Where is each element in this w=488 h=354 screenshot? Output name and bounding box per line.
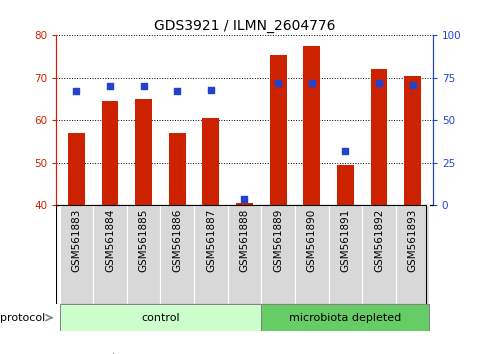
FancyBboxPatch shape [362, 205, 395, 304]
FancyBboxPatch shape [328, 205, 362, 304]
Text: count: count [85, 353, 117, 354]
FancyBboxPatch shape [160, 205, 194, 304]
Text: GSM561887: GSM561887 [205, 208, 215, 272]
Point [72, 88, 80, 94]
Bar [202, 118, 219, 205]
Point [106, 84, 114, 89]
Title: GDS3921 / ILMN_2604776: GDS3921 / ILMN_2604776 [153, 19, 335, 33]
Point [274, 80, 282, 86]
Text: GSM561889: GSM561889 [273, 208, 283, 272]
Point [240, 196, 248, 201]
FancyBboxPatch shape [294, 205, 328, 304]
Bar [336, 165, 353, 205]
Point [408, 82, 416, 87]
Point [173, 88, 181, 94]
Text: GSM561883: GSM561883 [71, 208, 81, 272]
Bar [269, 55, 286, 205]
Text: microbiota depleted: microbiota depleted [288, 313, 401, 323]
Bar [168, 133, 185, 205]
Text: GSM561884: GSM561884 [105, 208, 115, 272]
FancyBboxPatch shape [227, 205, 261, 304]
Bar [102, 101, 118, 205]
Text: GSM561885: GSM561885 [139, 208, 148, 272]
FancyBboxPatch shape [261, 205, 294, 304]
Text: GSM561893: GSM561893 [407, 208, 417, 272]
Text: GSM561891: GSM561891 [340, 208, 349, 272]
FancyBboxPatch shape [194, 205, 227, 304]
Bar [370, 69, 386, 205]
Bar [236, 203, 252, 205]
Text: GSM561888: GSM561888 [239, 208, 249, 272]
Bar [60, 304, 261, 331]
Text: GSM561892: GSM561892 [373, 208, 383, 272]
Bar [261, 304, 428, 331]
Text: GSM561886: GSM561886 [172, 208, 182, 272]
Point [307, 80, 315, 86]
FancyBboxPatch shape [93, 205, 126, 304]
Point [206, 87, 214, 93]
Point [341, 148, 348, 154]
Point [140, 84, 147, 89]
FancyBboxPatch shape [395, 205, 428, 304]
Text: GSM561890: GSM561890 [306, 208, 316, 272]
FancyBboxPatch shape [60, 205, 93, 304]
Text: protocol: protocol [0, 313, 52, 323]
Text: control: control [141, 313, 180, 323]
Bar [135, 99, 152, 205]
FancyBboxPatch shape [126, 205, 160, 304]
Bar [303, 46, 320, 205]
Point [374, 80, 382, 86]
Bar [68, 133, 84, 205]
Bar [404, 76, 420, 205]
